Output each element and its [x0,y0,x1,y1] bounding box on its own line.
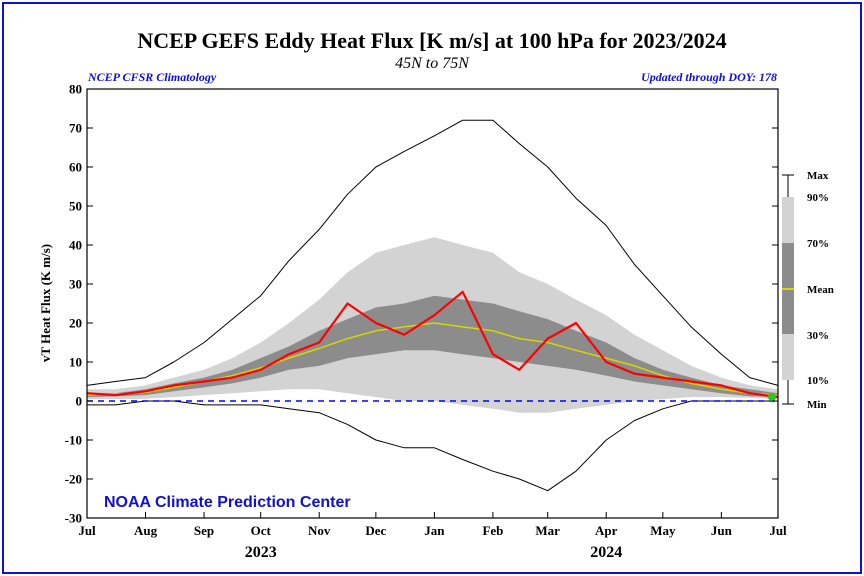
year-label: 2023 [245,544,277,561]
y-tick-label: -30 [65,511,82,526]
legend-label-max: Max [807,170,829,182]
update-note: Updated through DOY: 178 [641,70,777,84]
x-tick-label: Nov [308,523,331,538]
legend-label-70: 70% [807,238,829,250]
band-30-70 [87,295,778,398]
y-axis-label: vT Heat Flux (K m/s) [38,244,53,362]
x-tick-label: Oct [251,523,272,538]
x-tick-label: Jun [711,523,733,538]
y-tick-label: 80 [69,82,82,97]
min-line [87,400,778,492]
max-line [86,119,779,386]
x-tick-label: Mar [535,523,560,538]
y-tick-label: 70 [69,121,82,136]
chart-subtitle: 45N to 75N [395,55,470,72]
x-axis: Jul Aug Sep Oct Nov Dec Jan Feb Mar Apr May Jun Jul 2… [78,512,787,561]
legend-label-10: 10% [807,375,829,387]
x-tick-label: Jan [424,523,445,538]
x-tick-label: Apr [595,523,618,538]
y-tick-label: 20 [69,316,82,331]
legend-label-90: 90% [807,192,829,204]
plot-border [86,88,779,519]
legend-label-30: 30% [807,330,829,342]
climatology-note: NCEP CFSR Climatology [87,70,217,84]
credit-label: NOAA Climate Prediction Center [104,494,351,511]
x-tick-label: Sep [194,523,214,538]
y-tick-label: 30 [69,277,82,292]
legend: Max 90% 70% Mean 30% 10% Min [782,170,834,411]
x-tick-label: Jul [78,523,96,538]
observed-line [86,290,779,399]
y-tick-label: 50 [69,199,82,214]
legend-label-min: Min [807,399,827,411]
y-tick-label: -20 [65,472,82,487]
x-tick-label: Jul [769,523,787,538]
x-tick-label: Dec [365,523,386,538]
year-label: 2024 [590,544,622,561]
x-tick-label: Aug [134,523,158,538]
plot-area [86,119,779,492]
y-tick-label: 0 [76,394,83,409]
legend-label-mean: Mean [807,284,834,296]
chart-title: NCEP GEFS Eddy Heat Flux [K m/s] at 100 … [137,28,726,53]
y-tick-label: 10 [69,355,82,370]
y-axis: -30 -20 -10 0 10 20 30 40 50 60 70 80 [65,82,778,526]
y-tick-label: 60 [69,160,82,175]
y-tick-label: 40 [69,238,82,253]
x-tick-label: Feb [482,523,503,538]
x-tick-label: May [650,523,676,538]
y-tick-label: -10 [65,433,82,448]
forecast-marker [768,393,776,402]
